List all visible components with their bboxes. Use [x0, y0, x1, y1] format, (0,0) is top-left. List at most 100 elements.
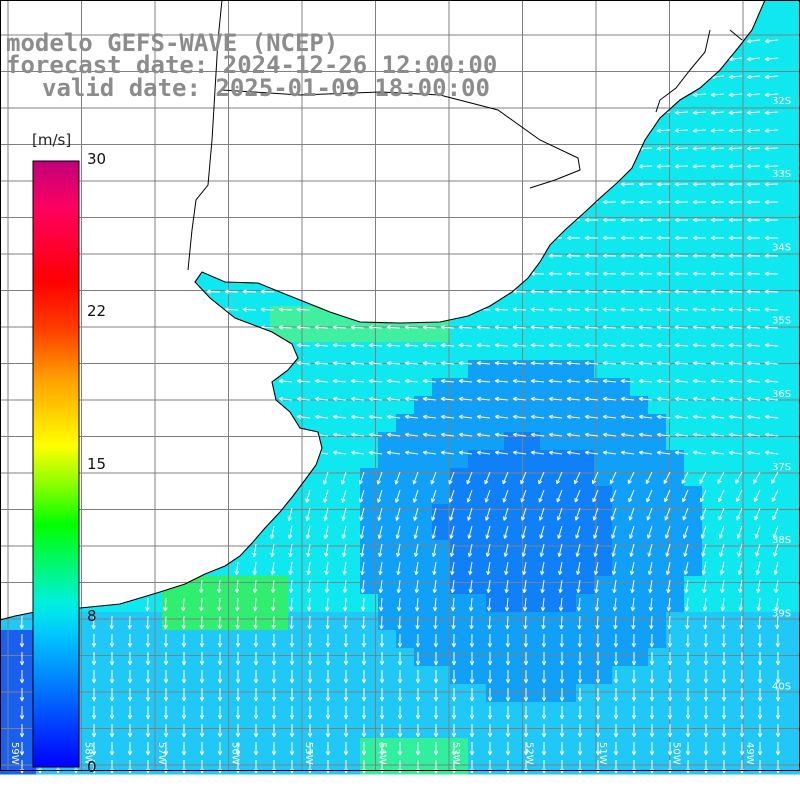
wind-arrow [343, 615, 348, 630]
wind-arrow [764, 199, 779, 205]
field-cell [540, 630, 559, 649]
wind-arrow [289, 688, 295, 702]
field-cell [432, 540, 451, 559]
wind-arrow [440, 361, 455, 366]
field-cell [792, 252, 800, 271]
wind-arrow [523, 742, 529, 756]
field-cell [774, 504, 793, 523]
field-cell [666, 144, 685, 163]
wind-arrow [628, 489, 635, 503]
field-cell [648, 720, 667, 739]
latitude-label: 37S [772, 462, 791, 473]
wind-arrow [574, 489, 581, 503]
field-cell [702, 468, 721, 487]
field-cell [18, 648, 37, 667]
field-cell [486, 684, 505, 703]
wind-arrow [91, 742, 97, 756]
field-cell [252, 666, 271, 685]
field-cell [468, 630, 487, 649]
wind-arrow [216, 579, 222, 594]
field-cell [396, 468, 415, 487]
wind-arrow [127, 615, 132, 630]
field-cell [126, 666, 145, 685]
field-cell [504, 486, 523, 505]
wind-arrow [181, 597, 186, 612]
field-cell [774, 738, 793, 757]
wind-arrow [541, 652, 547, 666]
field-cell [378, 414, 397, 433]
field-cell [468, 468, 487, 487]
wind-arrow [404, 414, 419, 420]
field-cell [738, 180, 757, 199]
wind-arrow [683, 543, 689, 557]
wind-arrow [271, 706, 277, 720]
wind-arrow [458, 396, 473, 402]
field-cell [360, 360, 379, 379]
field-cell [558, 360, 577, 379]
wind-arrow [667, 615, 672, 630]
wind-arrow [692, 450, 707, 455]
wind-arrow [721, 724, 727, 738]
wind-arrow [755, 561, 761, 575]
wind-arrow [757, 633, 763, 648]
wind-arrow [620, 307, 635, 312]
field-cell [774, 18, 793, 37]
field-cell [594, 360, 613, 379]
field-cell [126, 738, 145, 757]
wind-arrow [314, 396, 329, 402]
wind-arrow [746, 182, 761, 187]
field-cell [216, 738, 235, 757]
wind-arrow [631, 633, 637, 648]
field-cell [504, 540, 523, 559]
wind-arrow [314, 414, 329, 420]
wind-arrow [746, 235, 761, 241]
field-cell [90, 630, 109, 649]
wind-arrow [494, 396, 509, 402]
field-cell [378, 468, 397, 487]
wind-arrow [485, 507, 491, 521]
wind-arrow [612, 597, 618, 612]
field-cell [342, 504, 361, 523]
wind-arrow [458, 450, 473, 455]
field-cell [702, 540, 721, 559]
field-cell [18, 702, 37, 721]
field-cell [144, 666, 163, 685]
wind-arrow [343, 742, 349, 756]
wind-arrow [386, 378, 401, 384]
wind-arrow [449, 507, 455, 521]
field-cell [594, 486, 613, 505]
wind-arrow [469, 688, 475, 702]
field-cell [504, 342, 523, 361]
field-cell [486, 540, 505, 559]
wind-arrow [728, 74, 743, 80]
wind-arrow [449, 525, 455, 539]
wind-arrow [163, 597, 168, 612]
wind-arrow [720, 597, 726, 612]
wind-arrow [412, 471, 419, 485]
wind-arrow [556, 471, 563, 485]
field-cell [198, 648, 217, 667]
field-cell [774, 576, 793, 595]
wind-arrow [271, 615, 276, 630]
field-cell [216, 684, 235, 703]
field-cell [666, 270, 685, 289]
wind-arrow [566, 307, 581, 312]
field-cell [144, 702, 163, 721]
field-cell [288, 684, 307, 703]
field-cell [648, 558, 667, 577]
field-cell [666, 486, 685, 505]
wind-arrow [451, 633, 457, 648]
wind-arrow [468, 561, 473, 576]
field-cell [576, 288, 595, 307]
field-cell [738, 486, 757, 505]
wind-arrow [520, 489, 527, 503]
wind-arrow [217, 688, 223, 702]
wind-arrow [541, 615, 546, 630]
wind-arrow [487, 706, 493, 720]
wind-arrow [728, 146, 743, 151]
wind-arrow [559, 688, 565, 702]
wind-arrow [574, 471, 581, 485]
field-cell [648, 414, 667, 433]
field-cell [630, 720, 649, 739]
wind-arrow [404, 432, 419, 437]
